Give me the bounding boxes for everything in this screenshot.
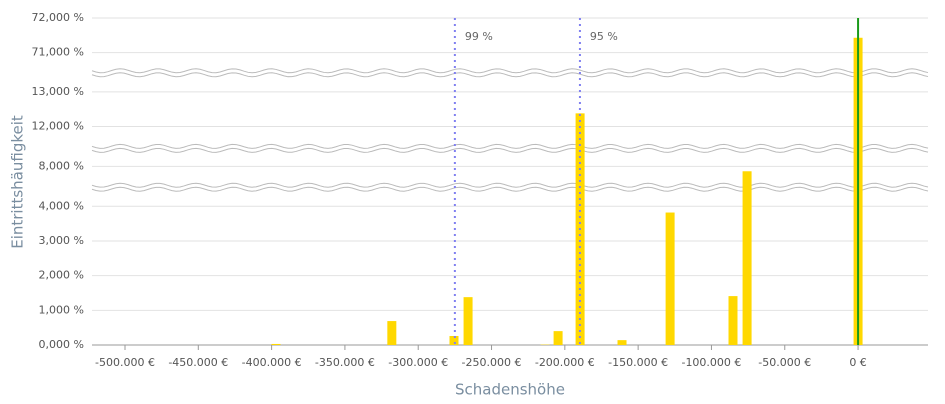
x-tick-label: -50.000 € [758, 356, 811, 369]
reference-label: 99 % [465, 30, 493, 43]
y-tick-label: 0,000 % [39, 338, 84, 351]
x-tick-label: -150.000 € [608, 356, 668, 369]
x-tick-label: -300.000 € [388, 356, 448, 369]
x-tick-label: -400.000 € [242, 356, 302, 369]
bar [553, 331, 563, 345]
y-tick-label: 3,000 % [39, 234, 84, 247]
bar [665, 212, 675, 345]
y-tick-label: 71,000 % [32, 46, 84, 59]
y-axis-title: Eintrittshäufigkeit [9, 115, 27, 249]
y-tick-label: 72,000 % [32, 11, 84, 24]
y-tick-label: 1,000 % [39, 303, 84, 316]
y-tick-label: 13,000 % [32, 85, 84, 98]
axis-break-line [91, 147, 929, 153]
reference-label: 95 % [590, 30, 618, 43]
axis-break-line [91, 182, 929, 188]
y-tick-label: 12,000 % [32, 120, 84, 133]
x-tick-label: 0 € [849, 356, 867, 369]
bar [742, 171, 752, 345]
y-tick-label: 4,000 % [39, 199, 84, 212]
axis-break-line [91, 186, 929, 192]
x-tick-label: -450.000 € [168, 356, 228, 369]
x-tick-label: -250.000 € [462, 356, 522, 369]
bar [449, 335, 459, 345]
bar [387, 321, 397, 345]
x-tick-label: -500.000 € [95, 356, 155, 369]
x-tick-label: -100.000 € [681, 356, 741, 369]
y-tick-label: 2,000 % [39, 269, 84, 282]
x-tick-label: -350.000 € [315, 356, 375, 369]
axis-break-line [91, 68, 929, 74]
bar [271, 343, 281, 345]
axis-break-line [91, 143, 929, 149]
axis-break-line [91, 72, 929, 78]
bar [617, 340, 627, 345]
x-axis-title: Schadenshöhe [455, 381, 565, 399]
bar [463, 297, 473, 345]
y-tick-label: 8,000 % [39, 159, 84, 172]
bar [728, 296, 738, 345]
x-tick-label: -200.000 € [535, 356, 595, 369]
